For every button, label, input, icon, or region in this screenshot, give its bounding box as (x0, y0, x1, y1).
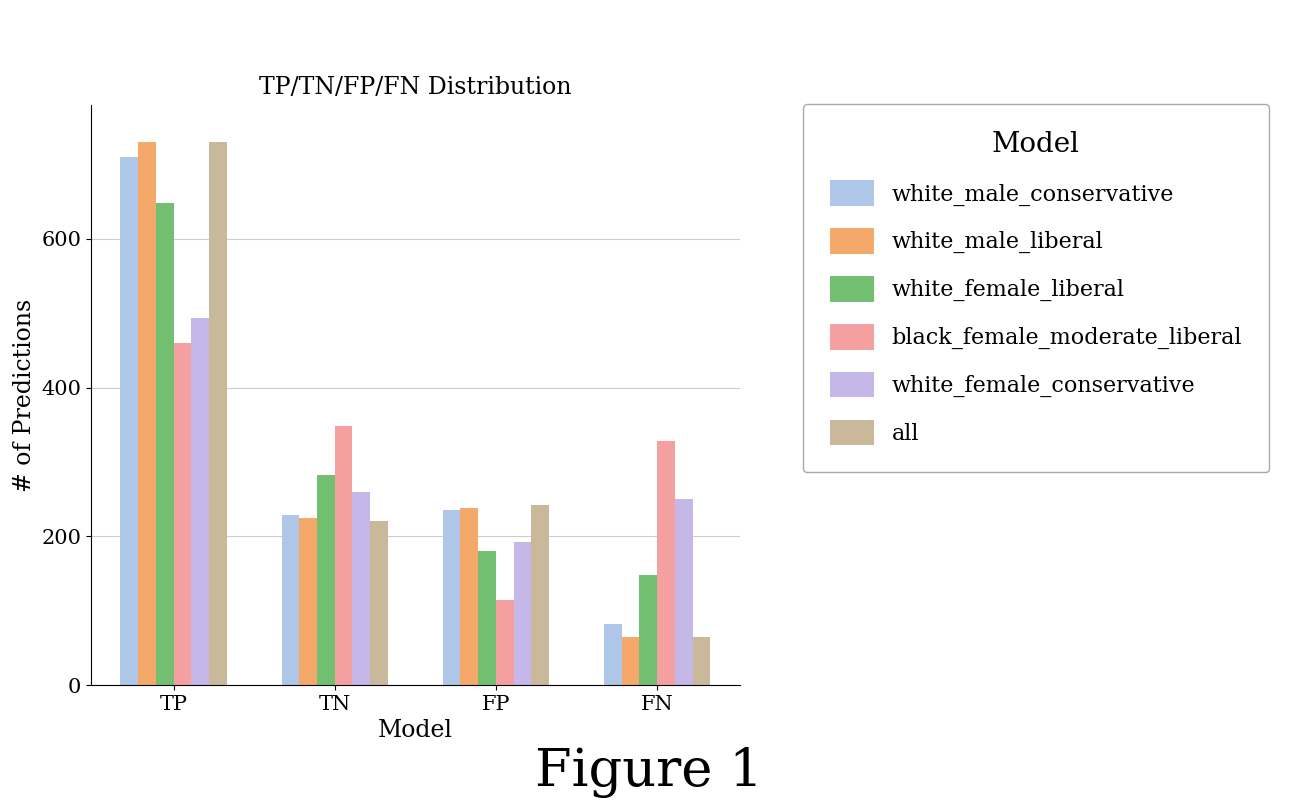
Bar (282, 516, 300, 685)
Bar (622, 637, 640, 685)
Bar (531, 505, 549, 685)
Bar (443, 510, 461, 685)
Bar (138, 142, 156, 685)
Bar (191, 318, 209, 685)
Bar (693, 637, 710, 685)
Bar (353, 492, 370, 685)
Bar (209, 142, 227, 685)
Text: Figure 1: Figure 1 (535, 747, 763, 798)
X-axis label: Model: Model (378, 720, 453, 742)
Bar (604, 624, 622, 685)
Bar (156, 203, 174, 685)
Bar (461, 508, 478, 685)
Bar (174, 343, 191, 685)
Bar (370, 521, 388, 685)
Bar (657, 441, 675, 685)
Bar (478, 551, 496, 685)
Title: TP/TN/FP/FN Distribution: TP/TN/FP/FN Distribution (260, 76, 571, 98)
Bar (675, 499, 693, 685)
Bar (121, 157, 138, 685)
Bar (300, 517, 317, 685)
Y-axis label: # of Predictions: # of Predictions (13, 298, 35, 492)
Bar (335, 426, 353, 685)
Bar (496, 600, 514, 685)
Bar (640, 575, 657, 685)
Legend: white_male_conservative, white_male_liberal, white_female_liberal, black_female_: white_male_conservative, white_male_libe… (803, 104, 1269, 472)
Bar (317, 476, 335, 685)
Bar (514, 542, 531, 685)
